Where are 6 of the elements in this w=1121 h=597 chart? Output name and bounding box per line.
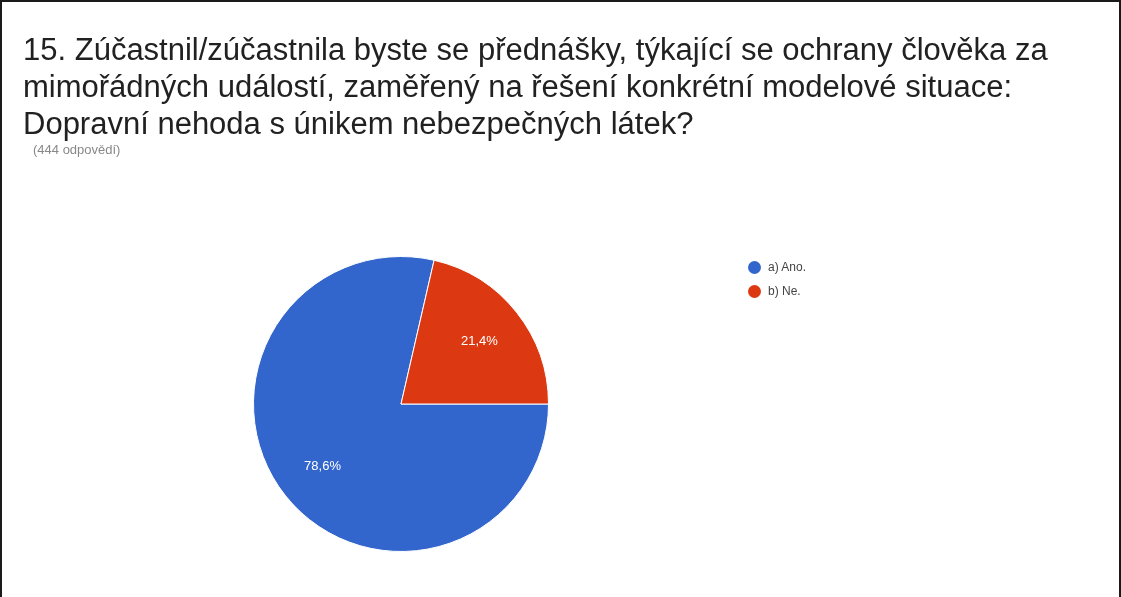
text: (444 odpovědí) bbox=[33, 142, 121, 157]
legend-label: a) Ano. bbox=[768, 260, 807, 274]
data-label: 78,6% bbox=[304, 458, 342, 474]
chart-title: 15. Zúčastnil/zúčastnila byste se přednášky, týkající se ochrany člověka za mimořádných událostí, zaměřený na řešení konkrétní modelové situace: Dopravní nehoda s únikem nebezpečných látek? bbox=[23, 31, 1049, 142]
data-label: 21,4% bbox=[461, 333, 499, 349]
legend-label: b) Ne. bbox=[768, 284, 801, 298]
